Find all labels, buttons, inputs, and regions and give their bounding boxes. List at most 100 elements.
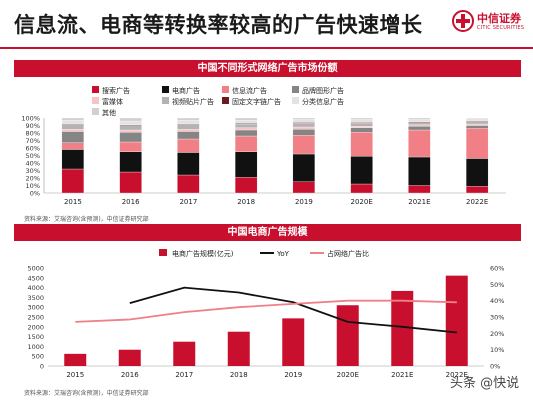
bar-segment [292, 117, 316, 120]
bar-segment [119, 129, 142, 133]
y-tick-label: 4500 [27, 274, 44, 282]
x-tick-label: 2017 [175, 371, 193, 379]
bar [118, 349, 141, 366]
bar-segment [465, 128, 489, 159]
y-tick-label: 1000 [27, 343, 44, 351]
brand-logo: 中信证券 CITIC SECURITIES [452, 8, 528, 38]
x-tick-label: 2016 [122, 198, 140, 206]
bar-segment [234, 120, 258, 124]
bar-segment [234, 123, 258, 128]
bar-segment [177, 152, 200, 176]
bar-segment [408, 124, 431, 127]
legend-swatch [159, 249, 167, 256]
legend-label: 固定文字链广告 [232, 97, 281, 106]
bar-segment [234, 117, 258, 121]
legend-swatch [92, 108, 99, 115]
logo-emblem-icon [452, 10, 474, 32]
bar-segment [234, 129, 258, 137]
logo-english-name: CITIC SECURITIES [477, 25, 525, 31]
y-tick-label: 1500 [27, 333, 44, 341]
bar-segment [177, 131, 200, 140]
series-line [129, 286, 457, 334]
bar-segment [408, 117, 431, 120]
legend-label: 搜索广告 [102, 86, 130, 95]
bar-segment [292, 123, 316, 128]
bar-segment [465, 123, 489, 126]
y-tick-label: 500 [32, 353, 44, 361]
bar-segment [177, 174, 200, 194]
bar-segment [350, 119, 373, 123]
y-tick-label: 0% [30, 190, 40, 198]
y-tick-label: 70% [26, 137, 40, 145]
bar [227, 331, 250, 366]
bar [445, 275, 468, 366]
chart2-source: 资料来源：艾瑞咨询(含预测)，中信证券研究部 [24, 390, 149, 397]
bar-segment [465, 125, 489, 129]
series-line [75, 299, 457, 323]
bar-segment [177, 120, 200, 125]
bar-segment [350, 183, 373, 194]
legend-label: 电商广告规模(亿元) [172, 249, 234, 258]
chart2-banner: 中国电商广告规模 [14, 224, 521, 241]
bar-segment [234, 151, 258, 178]
legend-label: 信息流广告 [232, 86, 267, 95]
bar-segment [292, 119, 316, 123]
bar-segment [292, 126, 316, 130]
bar-segment [119, 171, 142, 194]
legend-label: 占网络广告比 [327, 249, 369, 258]
x-tick-label: 2016 [121, 371, 139, 379]
bar-segment [119, 117, 142, 122]
bar-segment [292, 129, 316, 136]
y-tick-label: 20% [26, 175, 40, 183]
bar-segment [119, 120, 142, 125]
bar-segment [408, 156, 431, 186]
bar [173, 341, 196, 366]
bar-segment [177, 129, 200, 132]
y-tick-label: 5000 [27, 265, 44, 273]
logo-name: 中信证券 [477, 12, 521, 25]
bar-segment [292, 135, 316, 155]
legend-label: YoY [276, 250, 290, 258]
bar [336, 305, 359, 366]
y-tick-label: 4000 [27, 284, 44, 292]
x-tick-label: 2020E [337, 371, 359, 379]
bar-segment [350, 156, 373, 185]
x-tick-label: 2022E [466, 198, 488, 206]
watermark: 头条 @快说 [450, 376, 520, 391]
x-tick-label: 2015 [64, 198, 82, 206]
y-tick-label: 50% [26, 152, 40, 160]
y2-tick-label: 0% [490, 363, 500, 371]
title-divider [0, 47, 533, 49]
x-tick-label: 2018 [237, 198, 255, 206]
bar-segment [61, 131, 85, 143]
bar-segment [408, 122, 431, 125]
bar-segment [408, 119, 431, 122]
bar-segment [465, 158, 489, 187]
bar-segment [408, 129, 431, 158]
y2-tick-label: 60% [490, 265, 504, 273]
legend-swatch [222, 97, 229, 104]
bar-segment [408, 126, 431, 131]
y-tick-label: 3500 [27, 294, 44, 302]
x-tick-label: 2018 [230, 371, 248, 379]
bar-segment [61, 142, 85, 150]
legend-swatch [162, 86, 169, 93]
bar-segment [61, 129, 85, 132]
x-tick-label: 2020E [351, 198, 373, 206]
y-tick-label: 0 [40, 363, 44, 371]
y-tick-label: 3000 [27, 304, 44, 312]
bar-segment [61, 149, 85, 170]
bar-segment [119, 132, 142, 143]
bar-segment [465, 121, 489, 125]
legend-swatch [162, 97, 169, 104]
y-tick-label: 2500 [27, 314, 44, 322]
y-tick-label: 10% [26, 182, 40, 190]
bar-segment [350, 127, 373, 133]
bar-segment [61, 168, 85, 194]
x-tick-label: 2022E [446, 371, 468, 379]
y2-tick-label: 20% [490, 330, 504, 338]
y2-tick-label: 10% [490, 346, 504, 354]
legend-swatch [292, 97, 299, 104]
